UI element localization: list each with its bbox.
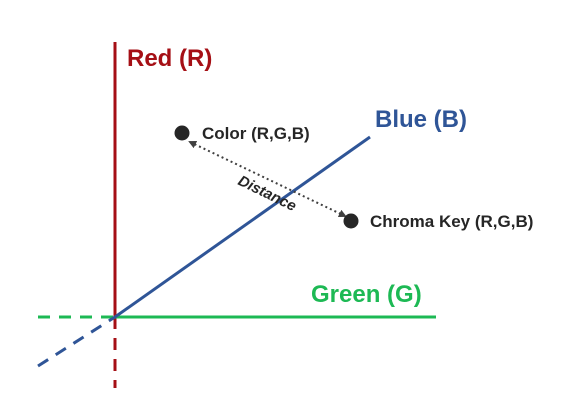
color-point-label: Color (R,G,B) — [202, 124, 310, 143]
blue-axis-label: Blue (B) — [375, 106, 467, 133]
chroma-key-point-label: Chroma Key (R,G,B) — [370, 212, 533, 231]
blue-axis-negative — [37, 315, 116, 368]
red-axis-label: Red (R) — [127, 45, 212, 72]
green-axis-label: Green (G) — [311, 281, 422, 308]
color-point — [174, 125, 190, 141]
distance-connector — [188, 140, 347, 218]
chroma-key-point — [343, 213, 359, 229]
